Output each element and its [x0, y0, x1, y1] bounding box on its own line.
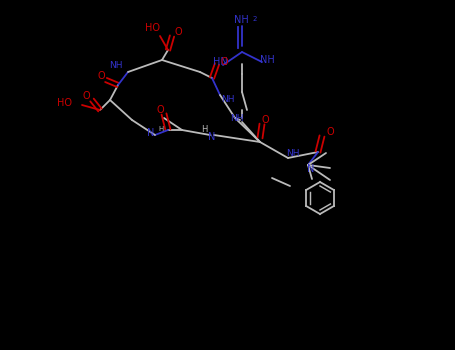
Text: O: O	[261, 115, 269, 125]
Text: O: O	[326, 127, 334, 137]
Text: NH: NH	[221, 96, 235, 105]
Text: NH: NH	[109, 62, 123, 70]
Text: O: O	[220, 57, 228, 67]
Text: N: N	[208, 132, 216, 142]
Text: NH: NH	[260, 55, 274, 65]
Text: N: N	[147, 128, 155, 138]
Text: O: O	[156, 105, 164, 115]
Text: O: O	[82, 91, 90, 101]
Text: HO: HO	[56, 98, 71, 108]
Text: NH: NH	[233, 15, 248, 25]
Text: H: H	[201, 125, 207, 133]
Text: HN: HN	[212, 57, 228, 67]
Text: NH: NH	[230, 113, 244, 122]
Text: H: H	[158, 126, 164, 132]
Text: 2: 2	[253, 16, 257, 22]
Text: NH: NH	[286, 148, 300, 158]
Text: O: O	[97, 71, 105, 81]
Text: N: N	[307, 164, 315, 174]
Text: O: O	[174, 27, 182, 37]
Text: HO: HO	[145, 23, 160, 33]
